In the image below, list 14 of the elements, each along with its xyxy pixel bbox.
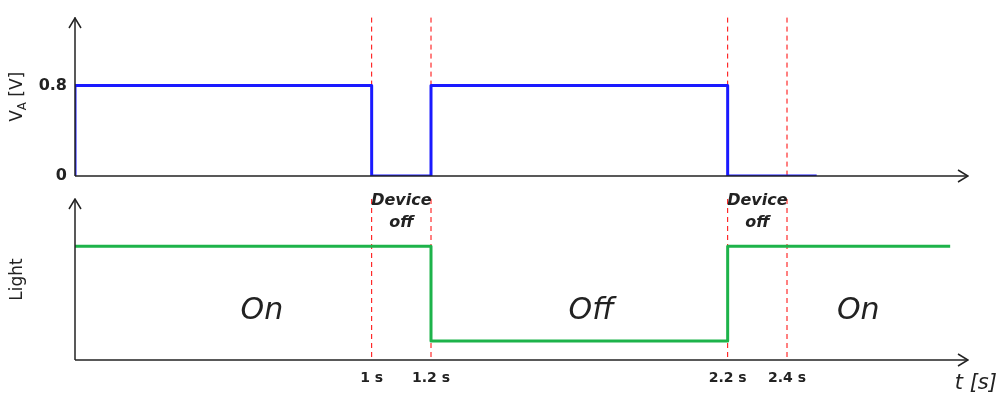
x-tick-label: 2.4 s [767, 369, 807, 386]
y-tick-label: 0.8 [38, 74, 67, 94]
annotation: Device off [727, 190, 788, 232]
annotation: On [836, 291, 880, 327]
y-axis-title: Light [6, 257, 27, 301]
annotation: Off [568, 291, 618, 327]
y-tick-label: 0 [55, 165, 67, 185]
x-tick-label: 2.2 s [708, 369, 747, 386]
annotation: On [240, 291, 284, 327]
y-axis-title: VA [V] [6, 71, 30, 122]
x-tick-label: 1.2 s [411, 369, 451, 386]
x-tick-label: 1 s [360, 369, 384, 386]
annotation: Device off [371, 190, 432, 232]
x-axis-title: t [s] [954, 370, 997, 395]
